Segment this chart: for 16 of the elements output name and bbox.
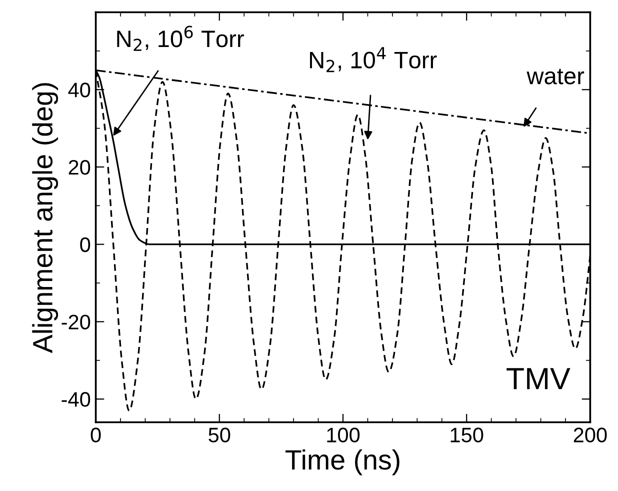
y-tick-label: -20 xyxy=(62,314,90,330)
x-tick-label: 100 xyxy=(327,428,360,442)
x-tick-label: 200 xyxy=(574,428,607,442)
annotation: N$_{2}$, 10$^{4}$ Torr xyxy=(310,47,437,72)
y-axis-title: Alignment angle (deg) xyxy=(32,83,58,354)
x-tick-label: 150 xyxy=(450,428,484,442)
y-tick-label: 0 xyxy=(80,237,90,252)
y-tick-label: -40 xyxy=(62,392,90,407)
annotation: TMV xyxy=(506,368,570,390)
annotation: water xyxy=(526,68,584,84)
x-tick-label: 50 xyxy=(208,428,230,442)
annotation: N$_{2}$, 10$^{6}$ Torr xyxy=(117,26,244,51)
y-tick-label: 40 xyxy=(68,82,90,98)
y-tick-label: 20 xyxy=(68,160,90,175)
x-axis-title: Time (ns) xyxy=(286,449,400,476)
x-tick-label: 0 xyxy=(90,428,101,442)
